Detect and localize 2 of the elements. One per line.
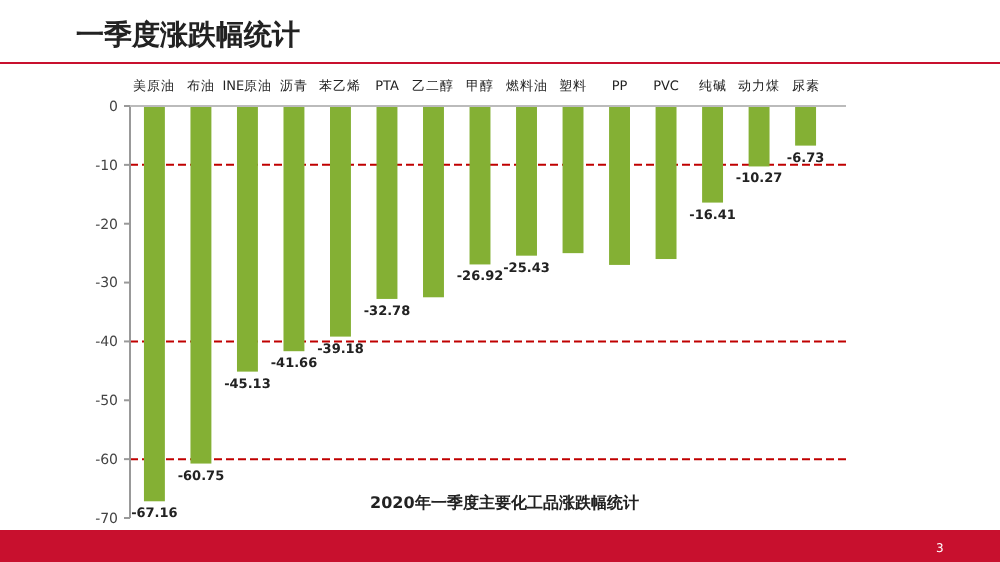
annotation: 2020年一季度主要化工品涨跌幅统计 [370,492,639,512]
chart-title: 一季度涨跌幅统计 [76,18,300,52]
